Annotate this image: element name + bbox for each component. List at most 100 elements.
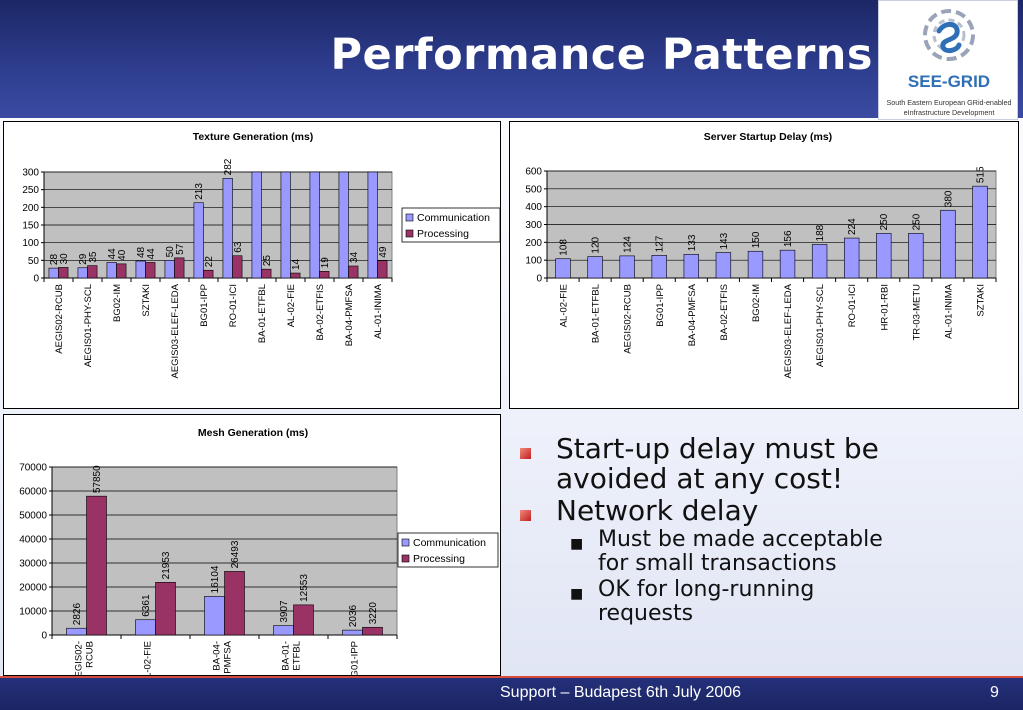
x-tick-label: PMFSA [223, 640, 234, 673]
bar [779, 249, 796, 279]
y-tick-label: 50 [28, 256, 40, 267]
data-label: 3220 [368, 602, 379, 625]
x-tick-label: BA-04-PMFSA [344, 283, 355, 346]
x-tick-label: AL-01-INIMA [373, 283, 384, 339]
bar [135, 619, 156, 636]
bar [86, 495, 107, 636]
bar [587, 256, 603, 279]
data-label: 124 [623, 236, 634, 253]
sub-bullet-item: ■ Must be made acceptable for small transa… [570, 527, 883, 576]
bar [174, 257, 185, 279]
data-label: 57 [175, 243, 186, 255]
data-label: 34 [349, 251, 360, 263]
bar [155, 582, 176, 636]
data-label: 150 [751, 231, 762, 248]
y-tick-label: 200 [22, 203, 39, 214]
x-tick-label: AEGIS01-PHY-SCL [815, 284, 826, 367]
data-label: 224 [847, 218, 858, 235]
x-tick-label: BA-04-PMFSA [687, 283, 698, 346]
y-tick-label: 0 [536, 274, 542, 285]
bar [362, 626, 383, 636]
bar [619, 255, 635, 279]
bar [145, 262, 156, 279]
legend-swatch [401, 554, 410, 563]
mesh-chart-svg: Mesh Generation (ms) 0 10000 20000 30000 4000… [19, 427, 499, 677]
data-label: 21953 [161, 551, 172, 579]
x-tick-label: RO-01-ICI [228, 284, 239, 327]
y-tick-label: 500 [525, 184, 542, 195]
data-label: 12553 [299, 574, 310, 602]
legend-swatch [405, 229, 414, 238]
bar [972, 185, 988, 279]
bar [251, 171, 262, 279]
bar [309, 171, 320, 279]
bar [876, 233, 892, 279]
data-label: 2036 [348, 604, 359, 627]
bar [651, 255, 667, 279]
data-label: 28 [49, 254, 60, 266]
bar [222, 178, 233, 279]
square-bullet-icon: ■ [570, 586, 584, 602]
bar [203, 269, 214, 279]
bar [48, 267, 59, 279]
bar [338, 171, 349, 279]
x-tick-label: BG01-IPP [655, 284, 666, 327]
texture-chart-svg: Texture Generation (ms) 0 50 100 150 200 250 30… [22, 131, 501, 379]
data-label: 63 [233, 241, 244, 253]
legend-box [401, 207, 501, 243]
data-label: 30 [59, 253, 70, 265]
x-tick-label: HR-01-RBI [879, 284, 890, 330]
data-label: 282 [223, 158, 234, 175]
data-label: 57850 [92, 465, 103, 493]
x-tick-label: BG01-IPP [350, 641, 361, 677]
x-tick-label: AL-02-FIE [559, 284, 570, 327]
bar [377, 260, 388, 279]
logo-tagline-1: South Eastern European GRid-enabled [886, 98, 1011, 107]
data-label: 16104 [210, 565, 221, 593]
y-tick-label: 70000 [19, 463, 47, 474]
y-tick-label: 150 [22, 221, 39, 232]
legend-entry: Communication [417, 212, 490, 224]
y-tick-label: 250 [22, 185, 39, 196]
bar [367, 171, 378, 279]
data-label: 108 [559, 239, 570, 256]
y-tick-label: 200 [525, 238, 542, 249]
legend-swatch [405, 213, 414, 222]
data-label: 3907 [279, 600, 290, 623]
x-tick-label: AL-02-FIE [286, 284, 297, 327]
data-label: 515 [975, 166, 986, 183]
logo-name: SEE-GRID [908, 72, 990, 91]
data-label: 35 [88, 251, 99, 263]
x-tick-label: BG01-IPP [199, 284, 210, 327]
y-tick-label: 10000 [19, 607, 47, 618]
y-tick-label: 50000 [19, 511, 47, 522]
data-label: 19 [320, 257, 331, 269]
data-label: 25 [262, 255, 273, 267]
see-grid-logo: SEE-GRID South Eastern European GRid-ena… [878, 0, 1018, 120]
data-label: 120 [591, 236, 602, 253]
y-tick-label: 300 [22, 168, 39, 179]
legend-box [397, 532, 499, 568]
y-tick-label: 60000 [19, 487, 47, 498]
x-tick-label: BG02-IM [751, 284, 762, 322]
bullet-list: Start-up delay must be avoided at any cos… [520, 434, 990, 626]
data-label: 156 [783, 230, 794, 247]
bar [66, 627, 87, 636]
bar [811, 244, 828, 279]
bar [106, 262, 117, 279]
x-tick-label: AEGIS02- [74, 641, 85, 677]
legend-entry: Processing [413, 553, 465, 565]
bar [87, 265, 98, 279]
data-label: 29 [78, 253, 89, 265]
legend-entry: Communication [413, 537, 486, 549]
x-tick-label: AEGIS03-ELEF-LEDA [783, 283, 794, 378]
startup-chart-svg: Server Startup Delay (ms) 0 100 200 300 400 50… [525, 131, 997, 379]
y-tick-label: 100 [22, 238, 39, 249]
x-tick-label: BA-01- [281, 641, 292, 671]
data-label: 127 [655, 235, 666, 252]
globe-swirl-icon [923, 9, 975, 61]
y-tick-label: 100 [525, 256, 542, 267]
bar [261, 268, 272, 279]
bar [164, 260, 175, 279]
bar [58, 267, 69, 279]
